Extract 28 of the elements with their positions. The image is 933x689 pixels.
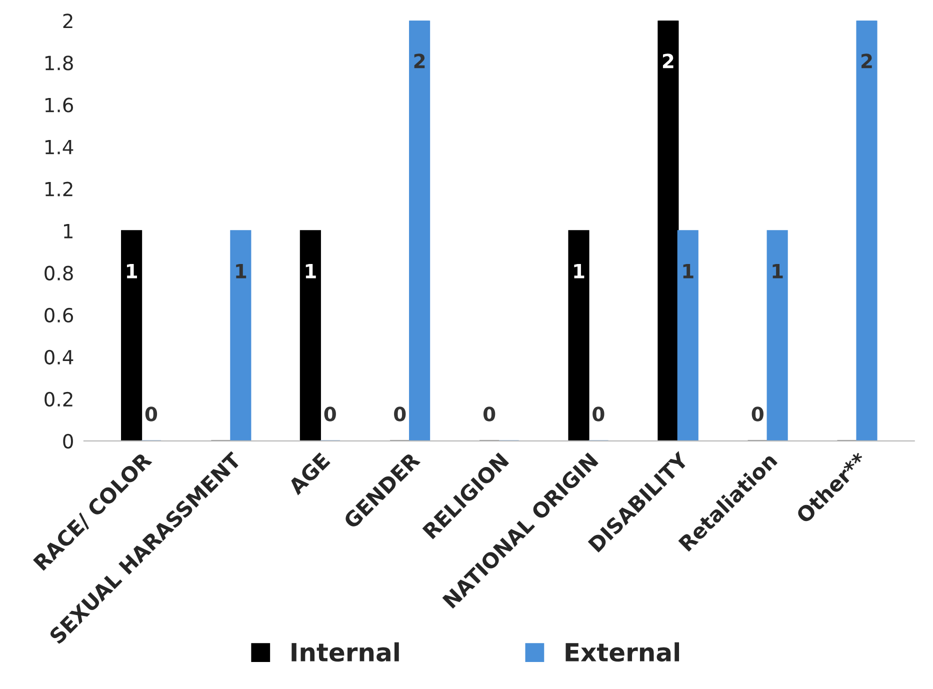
data-label: 1 bbox=[574, 264, 584, 278]
legend-label: Internal bbox=[292, 642, 399, 662]
legend-label: External bbox=[566, 642, 680, 662]
y-tick-label: 1.6 bbox=[45, 98, 74, 112]
data-label: 1 bbox=[306, 264, 316, 278]
data-label: 2 bbox=[414, 54, 425, 68]
y-tick-label: 1 bbox=[64, 224, 72, 238]
y-tick-label: 0.2 bbox=[44, 392, 72, 407]
data-label: 1 bbox=[126, 264, 137, 278]
y-tick-label: 0.4 bbox=[44, 350, 74, 365]
data-label: 0 bbox=[394, 406, 406, 422]
y-tick-label: 1.2 bbox=[45, 182, 72, 196]
y-tick-label: 0.6 bbox=[44, 308, 74, 323]
data-label: 0 bbox=[592, 406, 604, 422]
data-label: 0 bbox=[752, 406, 764, 422]
data-label: 2 bbox=[862, 54, 872, 68]
data-label: 2 bbox=[662, 54, 674, 68]
data-label: 0 bbox=[483, 406, 496, 422]
y-tick-label: 1.8 bbox=[45, 56, 73, 70]
data-label: 0 bbox=[324, 406, 336, 422]
data-label: 1 bbox=[236, 264, 246, 278]
y-tick-label: 2 bbox=[63, 14, 72, 28]
y-tick-label: 1.4 bbox=[45, 140, 74, 154]
y-tick-label: 0 bbox=[63, 434, 73, 449]
data-label: 1 bbox=[772, 264, 783, 278]
data-label: 0 bbox=[145, 406, 158, 422]
data-label: 1 bbox=[683, 264, 694, 278]
y-tick-label: 0.8 bbox=[44, 266, 73, 281]
